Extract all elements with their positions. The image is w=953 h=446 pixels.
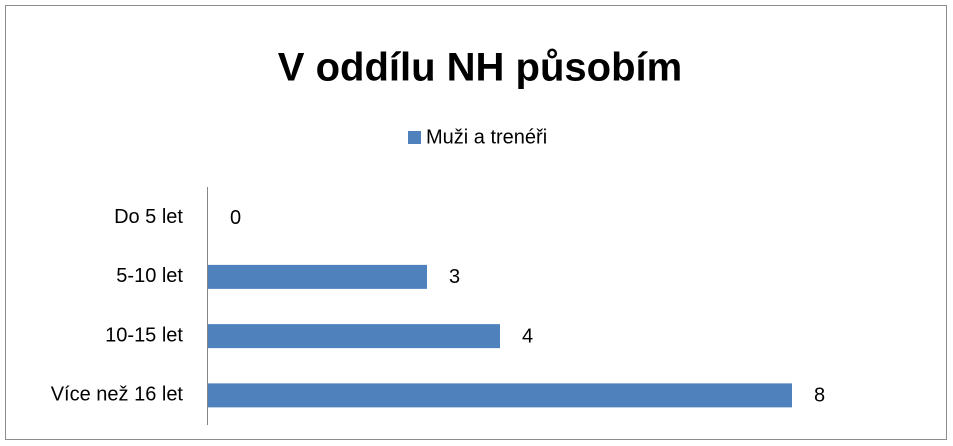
bar xyxy=(208,324,500,349)
y-tick-label: Více než 16 let xyxy=(51,384,184,406)
data-label: 3 xyxy=(449,266,460,288)
data-label: 4 xyxy=(522,325,533,347)
y-tick-label: 5-10 let xyxy=(116,265,183,287)
legend-swatch xyxy=(408,131,421,144)
chart-frame xyxy=(5,5,947,440)
data-label: 8 xyxy=(814,385,825,407)
y-tick-label: Do 5 let xyxy=(114,206,183,228)
data-label: 0 xyxy=(230,207,241,229)
chart-title: V oddílu NH působím xyxy=(278,46,682,90)
legend-label: Muži a trenéři xyxy=(426,126,547,148)
bar xyxy=(208,383,792,408)
y-tick-label: 10-15 let xyxy=(105,324,183,346)
bar xyxy=(208,264,427,289)
